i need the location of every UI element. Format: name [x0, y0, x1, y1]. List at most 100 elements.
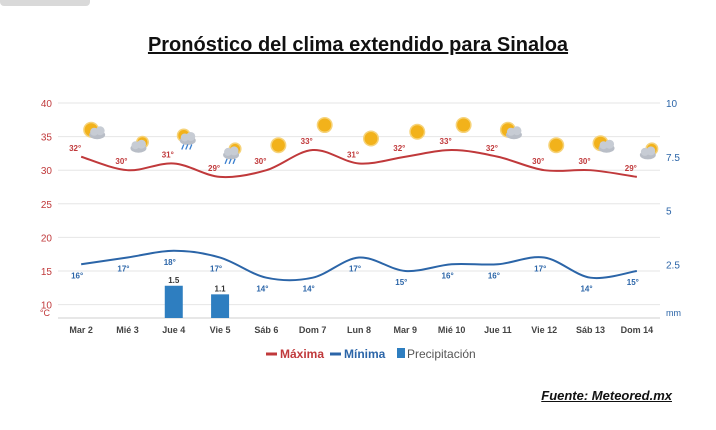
legend-label: Máxima [280, 347, 324, 361]
left-tick-label: 15 [41, 267, 53, 278]
x-tick-label: Dom 14 [621, 325, 654, 335]
cloud-part [136, 139, 146, 149]
rain-drop [181, 144, 185, 150]
left-tick-label: 25 [41, 200, 53, 211]
sun-icon [455, 117, 472, 134]
max-value-label: 29° [625, 164, 637, 173]
right-tick-label: 10 [666, 99, 678, 110]
cloud-part [646, 146, 656, 156]
weather-icons [83, 117, 659, 165]
sun-icon [363, 130, 379, 147]
sun-cloud-icon [592, 135, 615, 153]
x-tick-label: Vie 12 [531, 325, 557, 335]
min-value-label: 17° [117, 265, 129, 274]
min-value-label: 17° [210, 265, 222, 274]
max-value-label: 30° [254, 157, 266, 166]
min-value-label: 16° [488, 271, 500, 280]
legend-label: Mínima [344, 347, 386, 361]
rain-drop [189, 144, 193, 150]
max-value-label: 33° [301, 137, 313, 146]
x-tick-label: Mié 10 [438, 325, 466, 335]
precip-bar [164, 285, 183, 318]
legend-label: Precipitación [407, 347, 476, 361]
x-tick-label: Dom 7 [299, 325, 327, 335]
x-tick-label: Vie 5 [210, 325, 231, 335]
sun-disc [364, 131, 378, 145]
left-axis: 10 15 20 25 30 35 40 °C [40, 99, 53, 318]
max-value-label: 32° [393, 144, 405, 153]
right-tick-label: 7.5 [666, 153, 680, 164]
sun-icon [316, 117, 333, 134]
value-labels: 1.5 1.1 32° 30° 31° 29° 30° 33° 31° 32° 33° 32° 30° 3… [69, 137, 639, 294]
cloud-part [229, 146, 239, 156]
rain-drop [232, 158, 236, 165]
rain-drop [224, 158, 228, 165]
precip-bars [164, 285, 230, 318]
max-value-label: 33° [440, 137, 452, 146]
cloud-part [605, 139, 615, 149]
precip-bar [211, 294, 230, 318]
min-value-label: 14° [580, 285, 592, 294]
cloud-part [186, 131, 196, 141]
legend-swatch [397, 348, 405, 358]
top-bar-decoration [0, 0, 90, 6]
max-temp-line [80, 149, 637, 179]
sun-cloud-rain-icon [176, 128, 196, 150]
min-value-label: 16° [442, 271, 454, 280]
sun-disc [271, 138, 285, 152]
max-value-label: 30° [578, 157, 590, 166]
min-value-label: 16° [71, 271, 83, 280]
min-value-label: 15° [395, 278, 407, 287]
x-tick-label: Mar 9 [394, 325, 418, 335]
cloud-rain-icon [223, 142, 242, 165]
left-axis-unit: °C [40, 308, 51, 318]
x-tick-label: Sáb 6 [254, 325, 278, 335]
chart-title: Pronóstico del clima extendido para Sina… [147, 34, 569, 56]
left-tick-label: 30 [41, 166, 53, 177]
right-axis-unit: mm [666, 308, 681, 318]
max-value-label: 30° [532, 157, 544, 166]
left-tick-label: 20 [41, 233, 53, 244]
max-value-label: 29° [208, 164, 220, 173]
cloud-sun-icon [639, 142, 659, 160]
x-tick-label: Sáb 13 [576, 325, 605, 335]
grid [58, 102, 660, 319]
min-value-label: 17° [534, 265, 546, 274]
min-value-label: 18° [164, 258, 176, 267]
left-tick-label: 10 [41, 301, 53, 312]
sun-disc [410, 125, 424, 139]
min-temp-line [81, 249, 638, 282]
sun-disc [549, 138, 563, 152]
max-value-label: 31° [162, 150, 174, 159]
max-value-label: 30° [115, 157, 127, 166]
sun-icon [409, 123, 426, 140]
x-tick-label: Lun 8 [347, 325, 371, 335]
legend: Máxima Mínima Precipitación [266, 347, 476, 361]
rain-drop [228, 158, 232, 165]
right-axis: 2.5 5 7.5 10 mm [666, 99, 681, 318]
sun-cloud-icon [83, 121, 106, 140]
x-tick-label: Mar 2 [69, 325, 93, 335]
cloud-part [95, 126, 105, 136]
precip-label: 1.5 [168, 276, 180, 285]
right-tick-label: 2.5 [666, 260, 680, 271]
x-tick-label: Jue 11 [484, 325, 512, 335]
right-tick-label: 5 [666, 207, 672, 218]
max-value-label: 32° [69, 144, 81, 153]
x-tick-label: Mié 3 [116, 325, 139, 335]
precip-label: 1.1 [215, 284, 227, 293]
sun-icon [548, 137, 565, 154]
rain-drop [185, 144, 189, 150]
cloud-part [512, 126, 522, 136]
left-tick-label: 40 [41, 99, 53, 110]
max-value-label: 31° [347, 150, 359, 159]
min-value-label: 17° [349, 265, 361, 274]
min-value-label: 14° [256, 285, 268, 294]
min-value-label: 14° [303, 285, 315, 294]
x-axis: Mar 2 Mié 3 Jue 4 Vie 5 Sáb 6 Dom 7 Lun 8 Mar 9… [69, 325, 653, 335]
x-tick-label: Jue 4 [162, 325, 185, 335]
source-note: Fuente: Meteored.mx [541, 388, 672, 403]
cloud-sun-icon [130, 135, 149, 153]
sun-disc [318, 118, 332, 132]
